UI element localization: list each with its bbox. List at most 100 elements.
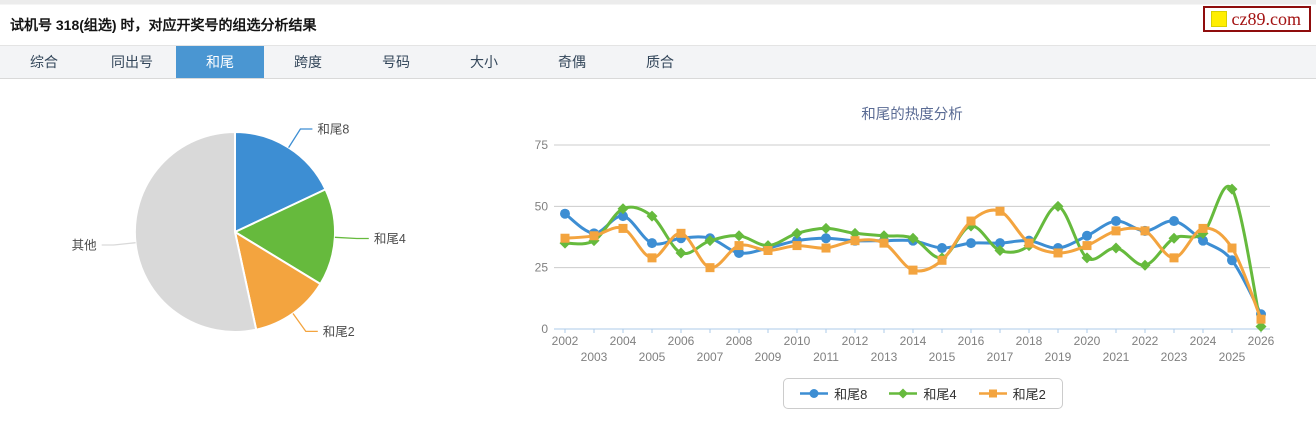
tab-6[interactable]: 奇偶 bbox=[558, 54, 586, 70]
line-marker-circle bbox=[821, 233, 831, 244]
x-axis-label: 2005 bbox=[639, 350, 666, 364]
line-marker-square bbox=[1140, 226, 1150, 236]
pie-chart: 和尾8 和尾4 和尾2 其他 bbox=[72, 122, 406, 339]
header: 试机号 318(组选) 时，对应开奖号的组选分析结果 cz89.com bbox=[0, 5, 1316, 45]
tab-bar: 综合 同出号 和尾 跨度 号码 大小 奇偶 质合 bbox=[0, 45, 1316, 79]
legend-label: 和尾8 bbox=[834, 387, 868, 402]
line-marker-square bbox=[1024, 238, 1034, 248]
line-marker-diamond bbox=[1052, 200, 1064, 212]
line-marker-diamond bbox=[704, 235, 716, 247]
line-marker-diamond bbox=[907, 232, 919, 244]
legend-marker-icon bbox=[889, 388, 918, 399]
logo-square-icon bbox=[1210, 11, 1227, 27]
line-marker-diamond bbox=[791, 227, 803, 239]
content: 和尾8 和尾4 和尾2 其他 0 25 50 75 2002 2003 2004 2005 2006 2… bbox=[0, 79, 1316, 423]
line-marker-diamond bbox=[849, 227, 861, 239]
line-marker-square bbox=[676, 228, 686, 238]
line-marker-square bbox=[995, 206, 1005, 216]
tab-1[interactable]: 同出号 bbox=[111, 54, 153, 70]
line-marker-circle bbox=[560, 208, 570, 219]
x-axis-label: 2011 bbox=[813, 350, 839, 364]
legend-label: 和尾2 bbox=[1012, 387, 1046, 402]
line-marker-diamond bbox=[646, 210, 658, 222]
legend-item-0[interactable]: 和尾8 bbox=[800, 384, 867, 403]
line-marker-diamond bbox=[965, 220, 977, 232]
line-marker-diamond bbox=[617, 203, 629, 215]
pie-label: 和尾4 bbox=[374, 232, 406, 246]
site-logo[interactable]: cz89.com bbox=[1202, 6, 1311, 32]
y-axis-label: 75 bbox=[535, 138, 549, 152]
line-marker-square bbox=[908, 265, 918, 275]
x-axis-label: 2022 bbox=[1132, 334, 1159, 348]
line-marker-square bbox=[1198, 223, 1208, 233]
tab-3[interactable]: 跨度 bbox=[294, 54, 322, 70]
line-marker-circle bbox=[1198, 235, 1208, 246]
pie-leader-line bbox=[334, 236, 369, 240]
logo-text: cz89.com bbox=[1231, 9, 1301, 29]
line-marker-circle bbox=[618, 211, 628, 222]
line-marker-circle bbox=[734, 247, 744, 258]
x-axis-label: 2014 bbox=[900, 334, 927, 348]
pie-slice-1[interactable] bbox=[232, 188, 336, 286]
x-axis-label: 2021 bbox=[1103, 350, 1130, 364]
x-axis-label: 2003 bbox=[581, 350, 608, 364]
pie-slice-2[interactable] bbox=[233, 229, 322, 331]
pie-chart-panel: 和尾8 和尾4 和尾2 其他 bbox=[15, 97, 485, 397]
x-axis-label: 2007 bbox=[697, 350, 724, 364]
legend-marker-icon bbox=[978, 389, 1007, 398]
line-marker-diamond bbox=[733, 230, 745, 242]
line-marker-square bbox=[937, 255, 947, 265]
line-marker-square bbox=[1082, 241, 1092, 251]
line-marker-square bbox=[647, 253, 657, 263]
pie-leader-line bbox=[101, 242, 136, 246]
x-axis-label: 2008 bbox=[726, 334, 753, 348]
line-marker-circle bbox=[647, 238, 657, 249]
chart-title: 和尾的热度分析 bbox=[861, 106, 963, 123]
line-marker-circle bbox=[995, 238, 1005, 249]
line-marker-square bbox=[1053, 248, 1063, 258]
line-marker-square bbox=[589, 231, 599, 241]
line-marker-circle bbox=[966, 238, 976, 249]
x-axis-label: 2013 bbox=[871, 350, 898, 364]
line-marker-square bbox=[1169, 253, 1179, 263]
tab-2[interactable]: 和尾 bbox=[176, 46, 264, 78]
pie-label: 和尾8 bbox=[317, 122, 349, 136]
line-marker-diamond bbox=[1226, 183, 1238, 195]
line-series-1 bbox=[563, 184, 1263, 328]
legend-label: 和尾4 bbox=[923, 387, 957, 402]
tab-0[interactable]: 综合 bbox=[30, 54, 58, 70]
line-marker-square bbox=[763, 245, 773, 255]
x-axis-label: 2026 bbox=[1248, 334, 1275, 348]
x-axis-label: 2010 bbox=[784, 334, 811, 348]
x-axis-label: 2024 bbox=[1190, 334, 1217, 348]
x-axis-label: 2020 bbox=[1074, 334, 1101, 348]
line-chart-panel: 0 25 50 75 2002 2003 2004 2005 2006 2007 2008 2009 2… bbox=[530, 97, 1316, 409]
tab-5[interactable]: 大小 bbox=[470, 54, 498, 70]
x-axis-label: 2002 bbox=[552, 334, 579, 348]
x-axis-label: 2009 bbox=[755, 350, 782, 364]
line-marker-diamond bbox=[1139, 259, 1151, 271]
y-axis-label: 25 bbox=[535, 261, 549, 275]
line-marker-diamond bbox=[878, 230, 890, 242]
y-axis-label: 0 bbox=[541, 322, 548, 336]
line-marker-diamond bbox=[1110, 242, 1122, 254]
tab-4[interactable]: 号码 bbox=[382, 54, 410, 70]
page-title: 试机号 318(组选) 时，对应开奖号的组选分析结果 bbox=[10, 17, 317, 33]
line-chart: 0255075200220032004200520062007200820092… bbox=[535, 106, 1275, 364]
chart-legend: 和尾8 和尾4 和尾2 bbox=[783, 378, 1063, 409]
line-marker-circle bbox=[937, 243, 947, 254]
line-marker-square bbox=[705, 263, 715, 273]
y-axis-label: 50 bbox=[535, 199, 549, 213]
line-marker-square bbox=[1256, 314, 1266, 324]
x-axis-label: 2016 bbox=[958, 334, 985, 348]
pie-label: 和尾2 bbox=[323, 325, 355, 339]
line-marker-square bbox=[734, 241, 744, 251]
legend-item-1[interactable]: 和尾4 bbox=[889, 384, 957, 403]
x-axis-label: 2018 bbox=[1016, 334, 1043, 348]
legend-item-2[interactable]: 和尾2 bbox=[978, 384, 1046, 403]
tab-7[interactable]: 质合 bbox=[646, 54, 674, 70]
top-strip bbox=[0, 0, 1316, 5]
line-marker-diamond bbox=[1255, 321, 1267, 333]
x-axis-label: 2015 bbox=[929, 350, 956, 364]
x-axis-label: 2019 bbox=[1045, 350, 1072, 364]
